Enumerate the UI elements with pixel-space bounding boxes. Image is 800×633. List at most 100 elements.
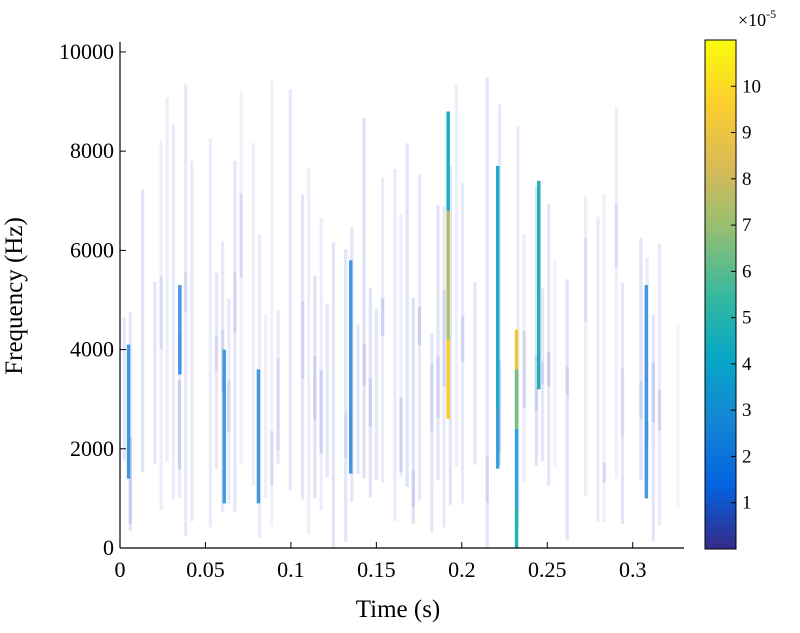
y-tick-label: 10000 (59, 39, 114, 64)
noise-streak (356, 324, 360, 475)
noise-streak (251, 142, 255, 486)
energy-column (496, 166, 500, 469)
noise-streak (307, 168, 311, 535)
noise-streak (122, 316, 126, 461)
noise-streak (620, 282, 625, 524)
noise-streak (399, 214, 403, 478)
colorbar-tick-label: 8 (742, 169, 752, 190)
energy-column (256, 369, 261, 504)
noise-streak-dense (177, 379, 182, 470)
noise-streak-dense (417, 307, 422, 345)
noise-streak (676, 325, 680, 507)
noise-streak (485, 77, 489, 548)
colorbar-exponent: ×10-5 (738, 7, 776, 30)
noise-streak-dense (344, 412, 348, 458)
noise-streak (553, 259, 557, 467)
noise-streak-dense (639, 380, 643, 419)
noise-streak-dense (442, 289, 446, 387)
noise-streak (540, 288, 545, 462)
colorbar-tick-label: 2 (742, 446, 752, 467)
noise-streak-dense (276, 358, 280, 451)
noise-streak-dense (270, 430, 274, 487)
energy-column (644, 285, 649, 499)
noise-streak-dense (584, 237, 588, 322)
x-ticks: 0 0.05 0.1 0.15 0.2 0.25 0.3 (115, 542, 647, 582)
noise-streak (454, 84, 458, 467)
noise-streak (657, 243, 662, 526)
energy-segment (256, 369, 261, 504)
noise-streak-dense (411, 470, 415, 507)
energy-column (514, 329, 519, 548)
colorbar-tick-label: 9 (742, 123, 752, 144)
noise-streak (344, 249, 348, 543)
y-tick-label: 6000 (70, 237, 114, 262)
colorbar-tick-label: 4 (742, 354, 752, 375)
noise-streak-dense (522, 330, 526, 409)
noise-streak (208, 138, 212, 528)
noise-streak-dense (399, 397, 403, 473)
noise-streak (614, 106, 618, 479)
noise-streak-dense (461, 315, 465, 362)
energy-column (178, 285, 182, 375)
noise-streak-dense (485, 455, 489, 503)
energy-segment (537, 180, 541, 390)
noise-streak-dense (239, 193, 243, 278)
energy-segment (446, 210, 450, 340)
energy-segment (514, 369, 519, 429)
colorbar-tick-label: 3 (742, 400, 752, 421)
noise-streak (473, 281, 477, 465)
energy-segment (514, 508, 519, 548)
colorbar-exponent-base: ×10 (738, 10, 766, 30)
noise-streak-dense (430, 364, 434, 432)
energy-column (446, 111, 450, 419)
y-tick-label: 2000 (70, 436, 114, 461)
noise-streak-dense (565, 366, 569, 395)
background-noise-streaks (122, 77, 680, 548)
noise-streak (141, 189, 145, 473)
noise-streak (534, 185, 538, 466)
energy-columns (126, 111, 649, 548)
x-tick-label: 0.3 (619, 557, 647, 582)
x-tick-label: 0.2 (448, 557, 476, 582)
noise-streak-dense (614, 203, 618, 268)
energy-segment (514, 428, 519, 509)
noise-streak-dense (657, 389, 662, 431)
y-ticks: 0 2000 4000 6000 8000 10000 (59, 39, 126, 560)
y-tick-label: 4000 (70, 337, 114, 362)
noise-streak-dense (319, 370, 323, 454)
energy-segment (349, 260, 353, 474)
x-tick-label: 0.05 (186, 557, 225, 582)
noise-streak (430, 333, 434, 532)
noise-streak (270, 81, 274, 527)
noise-streak (171, 123, 175, 500)
noise-streak (190, 161, 194, 522)
noise-streak (547, 203, 551, 486)
noise-streak (448, 166, 452, 505)
noise-streak (374, 308, 378, 480)
y-axis-label: Frequency (Hz) (1, 217, 28, 375)
noise-streak-dense (534, 355, 538, 411)
colorbar-exponent-power: -5 (766, 7, 776, 21)
noise-streak (516, 125, 520, 529)
colorbar-gradient (704, 39, 737, 550)
energy-segment (496, 409, 500, 469)
colorbar-ticks: 1 2 3 4 5 6 7 8 9 10 (731, 76, 761, 514)
noise-streak (596, 216, 600, 522)
axes (119, 42, 684, 549)
noise-streak-dense (651, 363, 655, 423)
colorbar-tick-label: 5 (742, 308, 752, 329)
colorbar: 1 2 3 4 5 6 7 8 9 10 ×10-5 (704, 7, 776, 550)
noise-streak (411, 297, 415, 524)
x-tick-label: 0.1 (277, 557, 305, 582)
energy-segment (514, 329, 519, 370)
noise-streak-dense (362, 343, 366, 386)
noise-streak (602, 193, 606, 523)
energy-segment (644, 285, 649, 499)
noise-streak (159, 140, 163, 511)
energy-segment (222, 349, 226, 504)
noise-streak (264, 315, 268, 499)
noise-streak (405, 143, 409, 487)
noise-streak (362, 118, 366, 479)
x-axis-label: Time (s) (356, 596, 441, 623)
noise-streak (153, 281, 157, 464)
